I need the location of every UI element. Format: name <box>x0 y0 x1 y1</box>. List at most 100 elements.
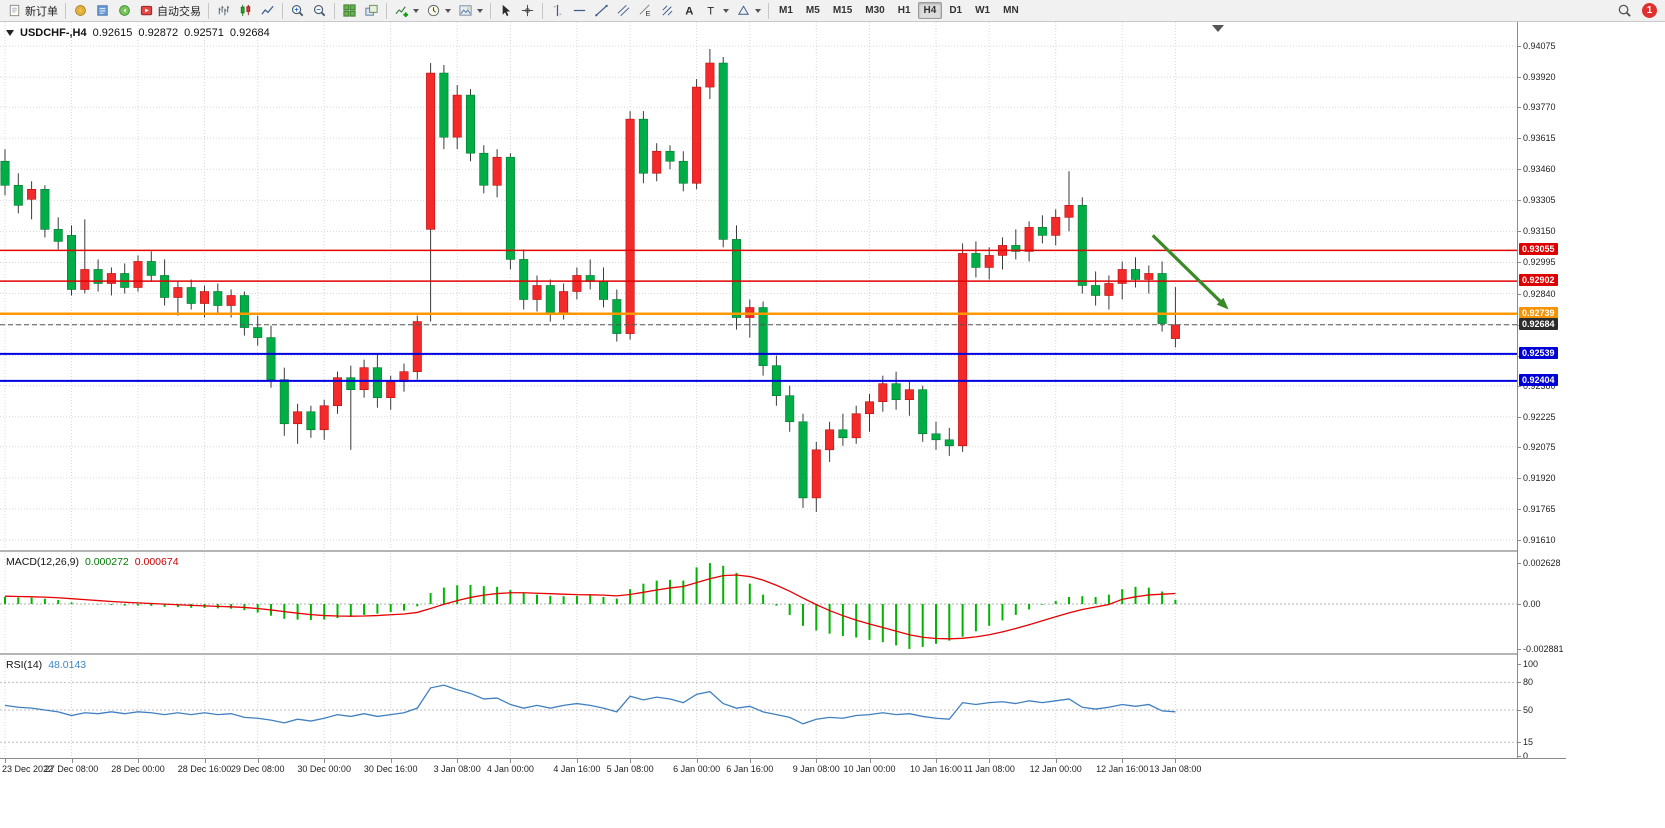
panel-splitter[interactable] <box>0 653 1566 655</box>
zoom-in-button[interactable] <box>287 2 308 19</box>
candles-icon <box>238 3 253 18</box>
time-axis-tick <box>324 759 326 763</box>
zoom-out-button[interactable] <box>309 2 330 19</box>
shapes-tool-button[interactable] <box>733 2 764 19</box>
tile-windows-button[interactable] <box>339 2 360 19</box>
chart-menu-icon[interactable] <box>6 30 14 36</box>
button-label: 新订单 <box>25 5 58 18</box>
timeframe-mn-button[interactable]: MN <box>1003 5 1019 16</box>
reports-button[interactable] <box>92 2 113 19</box>
macd-panel[interactable] <box>0 553 1517 652</box>
arrows-tool-button[interactable]: T <box>701 2 732 19</box>
price-chart-area[interactable] <box>0 22 1517 550</box>
axis-tick <box>1518 169 1521 171</box>
indicator-icon <box>394 3 409 18</box>
panel-splitter[interactable] <box>0 550 1566 552</box>
report-icon <box>95 3 110 18</box>
price-axis-label: 0.93920 <box>1523 72 1556 83</box>
time-axis-tick <box>816 759 818 763</box>
axis-tick <box>1518 231 1521 233</box>
toolbar-separator <box>542 2 543 19</box>
charts-button[interactable] <box>70 2 91 19</box>
timeframe-m5-button[interactable]: M5 <box>805 5 820 16</box>
candle <box>545 285 555 314</box>
equidistant-channel-tool-button[interactable]: E <box>635 2 656 19</box>
candle <box>253 327 263 338</box>
timeframe-d1-button[interactable]: D1 <box>949 5 963 16</box>
autotrading-button[interactable]: 自动交易 <box>136 2 204 20</box>
axis-tick <box>1518 563 1521 564</box>
time-axis-tick <box>630 759 632 763</box>
candle <box>705 62 715 88</box>
bars-icon <box>216 3 231 18</box>
price-axis-label: 0.91610 <box>1523 535 1556 545</box>
ohlc-close-value: 0.92684 <box>229 27 270 39</box>
candle <box>1037 227 1047 236</box>
notification-badge[interactable]: 1 <box>1642 3 1657 18</box>
horizontal-lines <box>0 249 1517 382</box>
rsi-line <box>4 684 1176 725</box>
line-chart-mode-button[interactable] <box>257 2 278 19</box>
timeframe-m15-button[interactable]: M15 <box>832 5 853 16</box>
vertical-line-tool-button[interactable] <box>547 2 568 19</box>
crosshair-button[interactable] <box>517 2 538 19</box>
price-axis-label: 0.93150 <box>1523 226 1556 237</box>
timeframe-w1-button[interactable]: W1 <box>975 5 991 16</box>
candle <box>652 150 662 174</box>
timeframe-h4-button[interactable]: H4 <box>917 2 943 19</box>
horizontal-line-tool-button[interactable] <box>569 2 590 19</box>
timeframe-m1-button[interactable]: M1 <box>779 5 793 16</box>
main-grid <box>0 45 1517 541</box>
shapes-icon <box>736 3 751 18</box>
axis-tick <box>1518 446 1521 448</box>
rsi-panel[interactable] <box>0 656 1517 758</box>
text-tool-button[interactable]: A <box>679 2 700 19</box>
time-axis-tick <box>1175 759 1177 763</box>
pitchfork-tool-button[interactable] <box>657 2 678 19</box>
timeframe-m30-button[interactable]: M30 <box>865 5 885 16</box>
periods-button[interactable] <box>423 2 454 19</box>
price-axis[interactable]: 0.94075 0.93920 0.93770 0.93615 0.93460 0.933… <box>1517 22 1567 761</box>
trend-arrow-annotation[interactable] <box>1151 234 1229 310</box>
macd-histogram <box>4 563 1177 649</box>
new-order-button[interactable]: 新订单 <box>4 2 61 20</box>
candle <box>758 307 768 366</box>
time-axis-label: 10 Jan 16:00 <box>909 764 963 774</box>
candle <box>465 94 475 154</box>
time-axis[interactable]: 23 Dec 2022 27 Dec 08:00 28 Dec 00:00 28 De… <box>0 758 1566 781</box>
macd-signal-line <box>4 574 1176 640</box>
dropdown-caret-icon <box>723 8 729 13</box>
templates-button[interactable] <box>455 2 486 19</box>
time-axis-label: 28 Dec 16:00 <box>177 764 232 774</box>
candle <box>1077 205 1087 286</box>
candle <box>452 94 462 138</box>
channel-tool-button[interactable] <box>613 2 634 19</box>
price-axis-label: 0.93460 <box>1523 164 1556 175</box>
search-button[interactable] <box>1614 2 1635 19</box>
alerts-button[interactable] <box>114 2 135 19</box>
candle <box>904 389 914 401</box>
indicators-button[interactable] <box>391 2 422 19</box>
trendline-tool-button[interactable] <box>591 2 612 19</box>
candle <box>1051 217 1061 236</box>
time-axis-label: 11 Jan 08:00 <box>963 764 1015 774</box>
candle <box>293 411 303 425</box>
candlestick-mode-button[interactable] <box>235 2 256 19</box>
time-axis-label: 29 Dec 08:00 <box>230 764 285 774</box>
bar-chart-mode-button[interactable] <box>213 2 234 19</box>
cascade-windows-button[interactable] <box>361 2 382 19</box>
channel-icon <box>616 3 631 18</box>
time-axis-tick <box>390 759 392 763</box>
candle <box>386 381 396 399</box>
chart-shift-marker-icon[interactable] <box>1212 25 1224 32</box>
dropdown-caret-icon <box>445 8 451 13</box>
time-axis-tick <box>1122 759 1124 763</box>
rsi-indicator-title: RSI(14) 48.0143 <box>6 659 86 671</box>
ohlc-high-value: 0.92872 <box>138 27 179 39</box>
chart-title: USDCHF-,H4 0.92615 0.92872 0.92571 0.926… <box>6 27 270 39</box>
time-axis-label: 28 Dec 00:00 <box>111 764 165 774</box>
timeframe-h1-button[interactable]: H1 <box>897 5 911 16</box>
ohlc-open-value: 0.92615 <box>92 27 133 39</box>
cursor-button[interactable] <box>495 2 516 19</box>
